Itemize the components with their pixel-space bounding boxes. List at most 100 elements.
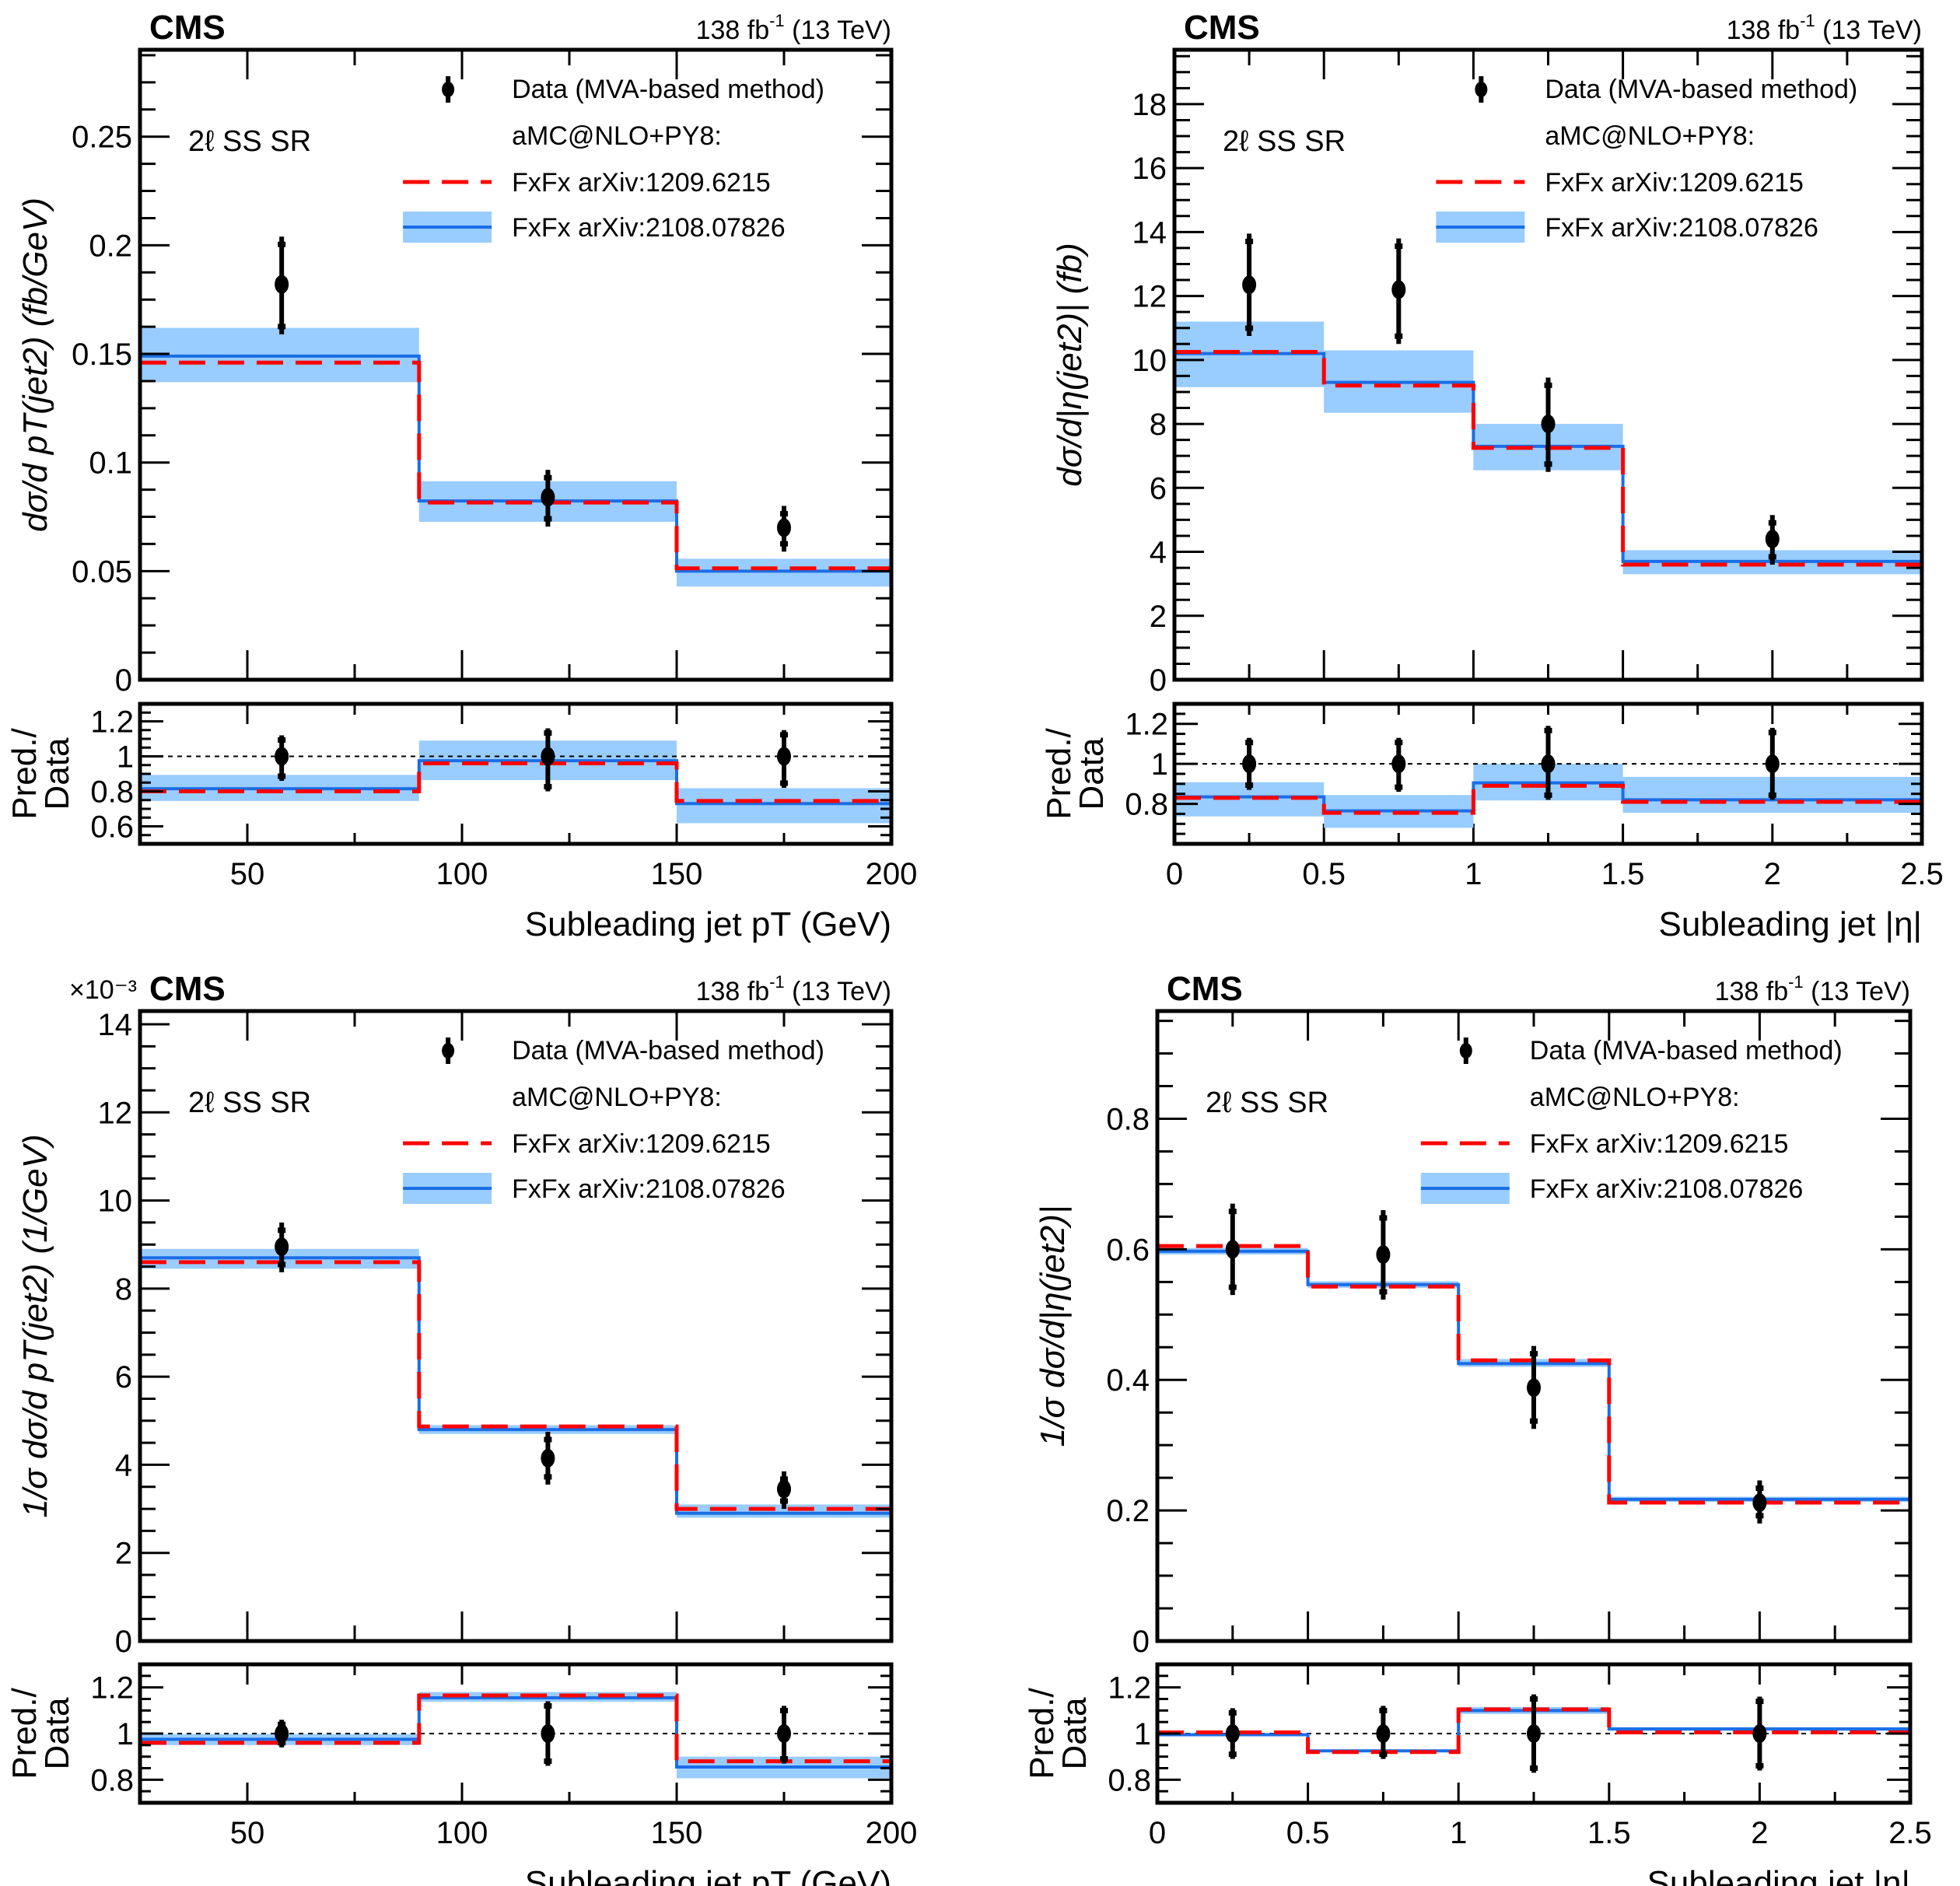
ratio-data-point xyxy=(1541,754,1556,774)
main-plot xyxy=(140,1222,891,1518)
y-tick-label: 4 xyxy=(115,1448,132,1482)
y-tick-label: 12 xyxy=(98,1096,133,1130)
ratio-y-title-line2: Data xyxy=(38,737,76,810)
ratio-plot xyxy=(140,728,891,824)
x-tick-label: 100 xyxy=(436,857,488,891)
x-axis-title: Subleading jet pT (GeV) xyxy=(525,905,891,943)
ratio-y-tick-label: 0.8 xyxy=(1108,1763,1151,1797)
panel-top-right: CMS 138 fb-1 (13 TeV)024681012141618dσ/d|… xyxy=(1040,9,1944,943)
x-tick-label: 50 xyxy=(230,857,265,891)
y-tick-label: 2 xyxy=(1150,600,1167,634)
main-frame xyxy=(138,47,894,682)
lumi-exponent: -1 xyxy=(1788,972,1804,992)
y-axis-title: 1/σ dσ/d|η(jet2)| xyxy=(1034,1205,1072,1447)
y-tick-label: 12 xyxy=(1132,280,1167,314)
y-tick-label: 8 xyxy=(1150,408,1167,442)
fxfx-1209-line xyxy=(1157,1244,1910,1505)
y-axis-title: dσ/d pT(jet2) (fb/GeV) xyxy=(16,198,54,532)
x-tick-label: 50 xyxy=(230,1816,265,1850)
y-multiplier: ×10⁻³ xyxy=(69,975,137,1005)
ratio-data-point xyxy=(1225,1724,1240,1743)
legend-entry: FxFx arXiv:2108.07826 xyxy=(1530,1174,1804,1204)
panel-bottom-right: CMS 138 fb-1 (13 TeV) 0 0.2 0.4 0.6 0.8 1/σ dσ/… xyxy=(1023,970,1932,1886)
ratio-data-point xyxy=(1752,1724,1767,1743)
ratio-plot xyxy=(140,1692,891,1779)
ratio-fxfx-1209-line xyxy=(1174,783,1922,815)
data-point xyxy=(1752,1493,1767,1513)
cms-label: CMS xyxy=(1167,970,1243,1008)
lumi-value: 138 fb xyxy=(696,977,770,1006)
ratio-data-point xyxy=(1376,1724,1391,1743)
x-tick-label: 0.5 xyxy=(1286,1816,1330,1850)
legend-entry: FxFx arXiv:1209.6215 xyxy=(1530,1129,1789,1159)
region-label: 2ℓ SS SR xyxy=(188,125,311,158)
y-tick-label: 4 xyxy=(1150,536,1167,570)
data-point xyxy=(1391,280,1406,299)
ratio-fxfx-2108-line xyxy=(140,1696,891,1769)
x-tick-label: 2 xyxy=(1764,857,1781,891)
legend-data-marker xyxy=(442,1043,455,1058)
ratio-data-point xyxy=(777,1724,791,1743)
main-frame xyxy=(138,1009,894,1643)
ratio-data-point xyxy=(1527,1724,1541,1743)
ratio-y-tick-label: 0.8 xyxy=(90,1763,134,1797)
data-point xyxy=(1527,1378,1541,1398)
x-tick-label: 2.5 xyxy=(1900,857,1944,891)
legend: Data (MVA-based method) aMC@NLO+PY8: FxFx … xyxy=(403,1036,824,1204)
y-tick-label: 0.05 xyxy=(72,555,132,589)
y-tick-label: 0.25 xyxy=(72,121,132,155)
legend: Data (MVA-based method) aMC@NLO+PY8: FxFx … xyxy=(403,75,824,243)
legend-entry: FxFx arXiv:2108.07826 xyxy=(512,213,786,243)
y-tick-label: 0.2 xyxy=(89,229,132,263)
fxfx-2108-line xyxy=(140,354,891,573)
ratio-data-point xyxy=(777,747,791,766)
data-point xyxy=(777,518,791,537)
main-plot xyxy=(1174,233,1922,575)
ratio-y-tick-label: 1.2 xyxy=(90,1671,134,1706)
ratio-data-point xyxy=(541,1724,555,1743)
legend-entry: aMC@NLO+PY8: xyxy=(1530,1083,1740,1112)
ratio-y-title-line2: Data xyxy=(38,1697,76,1769)
x-tick-label: 1.5 xyxy=(1587,1816,1631,1850)
ratio-plot xyxy=(1157,1694,1910,1773)
cms-label: CMS xyxy=(149,970,226,1008)
ratio-y-tick-label: 1 xyxy=(1151,747,1168,782)
lumi-value: 138 fb xyxy=(1715,977,1789,1006)
ratio-y-title-line2: Data xyxy=(1055,1697,1094,1769)
ratio-y-title-line1: Pred./ xyxy=(5,728,44,820)
x-tick-label: 0 xyxy=(1166,857,1183,891)
y-tick-label: 0.15 xyxy=(72,338,132,372)
y-tick-label: 0 xyxy=(1150,663,1167,698)
x-tick-label: 1 xyxy=(1450,1816,1467,1850)
y-tick-label: 14 xyxy=(98,1008,133,1042)
y-tick-label: 0.4 xyxy=(1106,1363,1150,1398)
lumi-label: 138 fb-1 (13 TeV) xyxy=(1715,972,1910,1006)
y-axis-title: dσ/d|η(jet2)| (fb) xyxy=(1051,243,1089,486)
legend-entry: Data (MVA-based method) xyxy=(1530,1036,1843,1065)
y-tick-label: 6 xyxy=(1150,471,1167,506)
fxfx-2108-line xyxy=(140,1256,891,1515)
legend-entry: Data (MVA-based method) xyxy=(512,75,824,104)
x-tick-label: 0 xyxy=(1149,1816,1166,1850)
lumi-label: 138 fb-1 (13 TeV) xyxy=(696,972,891,1006)
ratio-y-tick-label: 0.8 xyxy=(1125,788,1168,822)
data-point xyxy=(777,1479,791,1499)
energy-label: (13 TeV) xyxy=(1815,16,1922,45)
x-tick-label: 0.5 xyxy=(1302,857,1346,891)
legend-entry: FxFx arXiv:2108.07826 xyxy=(512,1174,786,1204)
region-label: 2ℓ SS SR xyxy=(188,1086,311,1119)
y-tick-label: 18 xyxy=(1132,88,1167,122)
data-point xyxy=(1242,275,1257,295)
x-tick-label: 2.5 xyxy=(1888,1816,1932,1850)
region-label: 2ℓ SS SR xyxy=(1223,125,1346,158)
ratio-y-tick-label: 1.2 xyxy=(90,705,134,740)
legend-entry: aMC@NLO+PY8: xyxy=(512,121,722,151)
y-tick-label: 2 xyxy=(115,1537,132,1571)
legend: Data (MVA-based method) aMC@NLO+PY8: FxFx … xyxy=(1436,75,1857,243)
legend-entry: Data (MVA-based method) xyxy=(512,1036,824,1065)
ratio-y-tick-label: 1 xyxy=(1134,1717,1151,1751)
y-tick-label: 0.1 xyxy=(89,446,132,481)
x-axis-title: Subleading jet |η| xyxy=(1659,905,1922,943)
y-tick-label: 6 xyxy=(115,1360,132,1394)
